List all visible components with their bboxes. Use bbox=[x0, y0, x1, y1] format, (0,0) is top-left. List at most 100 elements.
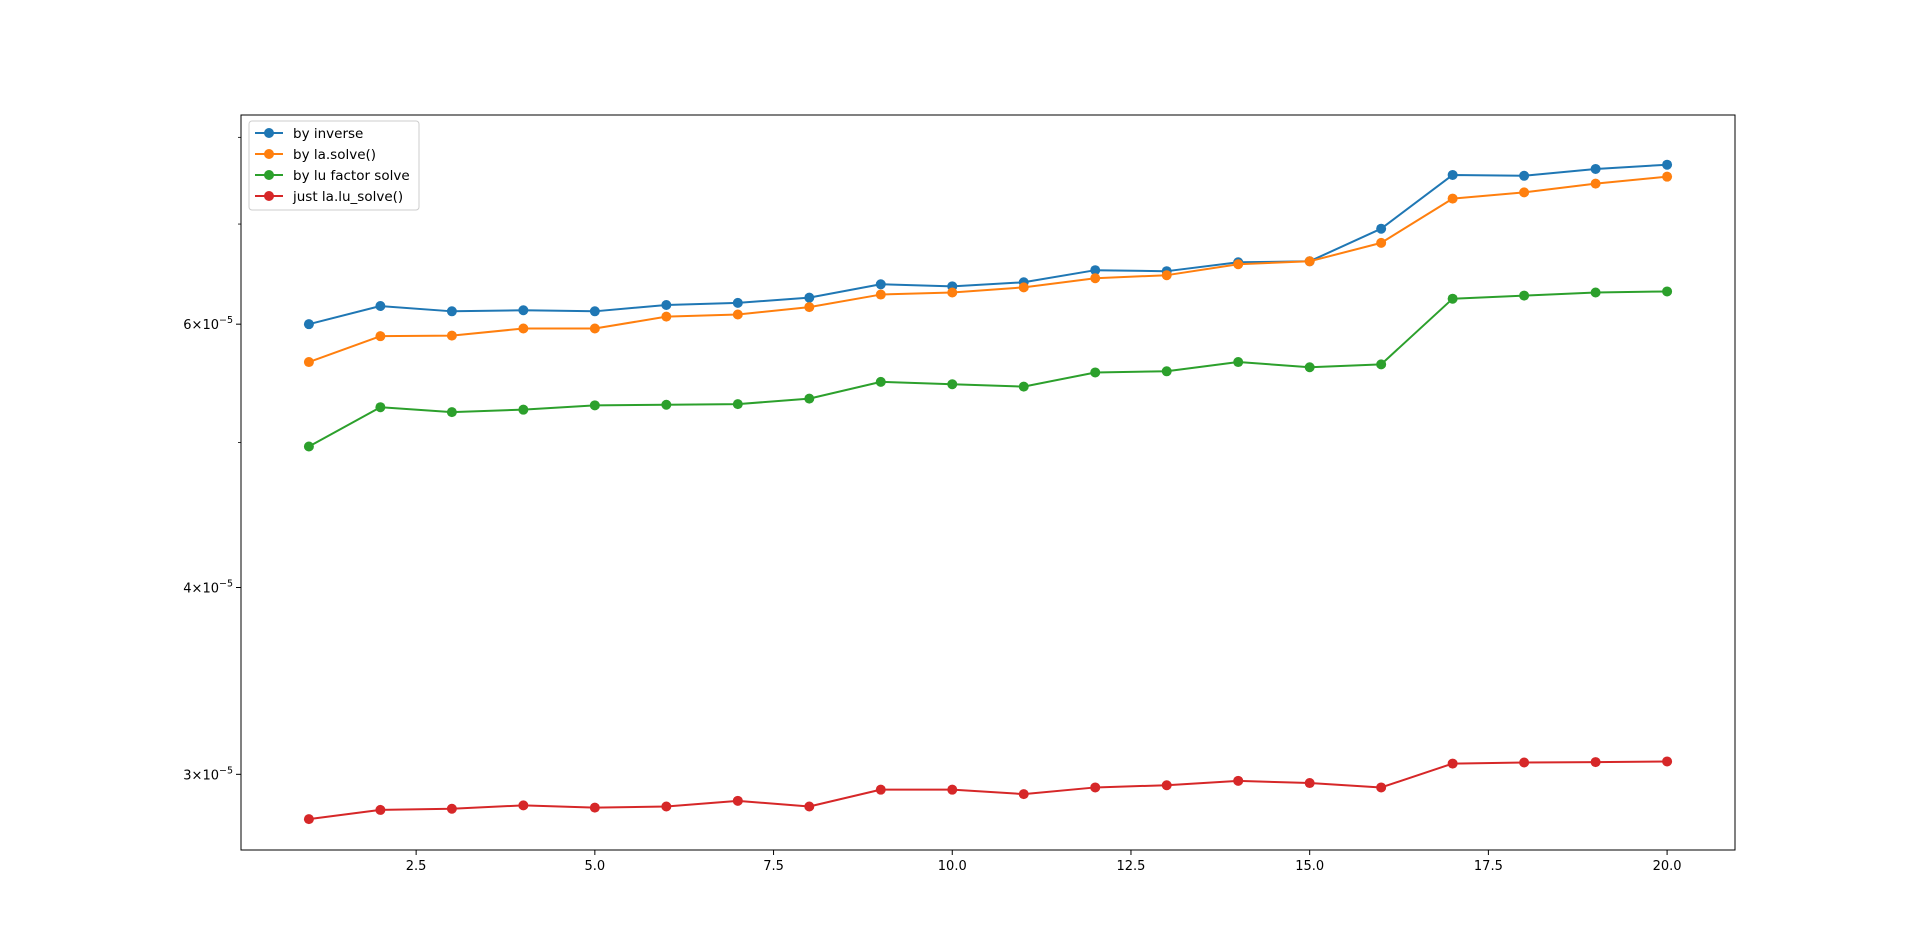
data-point bbox=[446, 330, 457, 341]
y-tick-mantissa: 6 bbox=[183, 318, 191, 333]
data-point bbox=[375, 301, 386, 312]
data-point bbox=[589, 306, 600, 317]
data-point bbox=[375, 804, 386, 815]
data-point bbox=[1018, 789, 1029, 800]
data-point bbox=[446, 306, 457, 317]
data-point bbox=[661, 299, 672, 310]
data-point bbox=[1161, 366, 1172, 377]
x-tick-label: 17.5 bbox=[1474, 859, 1503, 874]
legend-marker bbox=[264, 191, 274, 201]
x-tick-label: 7.5 bbox=[763, 859, 784, 874]
legend-item: by lu factor solve bbox=[255, 168, 410, 184]
data-point bbox=[1018, 381, 1029, 392]
series-layer bbox=[303, 159, 1673, 825]
data-point bbox=[589, 323, 600, 334]
data-point bbox=[947, 287, 958, 298]
legend-marker bbox=[264, 170, 274, 180]
data-point bbox=[303, 319, 314, 330]
data-point bbox=[1233, 259, 1244, 270]
y-tick-times: ×10 bbox=[192, 768, 219, 783]
data-point bbox=[1447, 293, 1458, 304]
legend-item: by inverse bbox=[255, 126, 363, 142]
data-point bbox=[1090, 265, 1101, 276]
data-point bbox=[732, 795, 743, 806]
data-point bbox=[1590, 287, 1601, 298]
data-point bbox=[804, 292, 815, 303]
data-point bbox=[1090, 782, 1101, 793]
data-point bbox=[446, 803, 457, 814]
y-tick-label: 6×10−5 bbox=[183, 315, 233, 333]
y-tick-exponent: −5 bbox=[219, 315, 233, 326]
data-point bbox=[1233, 775, 1244, 786]
data-point bbox=[1161, 270, 1172, 281]
data-point bbox=[1376, 223, 1387, 234]
data-point bbox=[1662, 286, 1673, 297]
data-point bbox=[1161, 780, 1172, 791]
data-point bbox=[518, 323, 529, 334]
legend-box bbox=[248, 120, 420, 211]
y-tick-mantissa: 4 bbox=[183, 581, 191, 596]
series-line bbox=[308, 163, 1668, 326]
x-tick-label: 12.5 bbox=[1116, 859, 1145, 874]
data-point bbox=[303, 441, 314, 452]
data-point bbox=[661, 311, 672, 322]
data-point bbox=[875, 289, 886, 300]
data-point bbox=[1519, 757, 1530, 768]
series-3 bbox=[303, 286, 1673, 452]
data-point bbox=[1519, 290, 1530, 301]
x-tick-label: 20.0 bbox=[1653, 859, 1682, 874]
data-point bbox=[375, 402, 386, 413]
data-point bbox=[661, 801, 672, 812]
y-tick-exponent: −5 bbox=[219, 765, 233, 776]
data-point bbox=[875, 784, 886, 795]
plot-area bbox=[241, 115, 1735, 850]
data-point bbox=[303, 357, 314, 368]
data-point bbox=[947, 379, 958, 390]
legend-label: by lu factor solve bbox=[293, 168, 410, 184]
y-tick-label: 4×10−5 bbox=[183, 578, 233, 596]
x-tick-label: 10.0 bbox=[938, 859, 967, 874]
data-point bbox=[875, 279, 886, 290]
data-point bbox=[1662, 756, 1673, 767]
legend: by inverse by la.solve() by lu factor solv… bbox=[248, 120, 420, 211]
x-tick-label: 2.5 bbox=[406, 859, 427, 874]
data-point bbox=[1590, 757, 1601, 768]
data-point bbox=[1447, 758, 1458, 769]
data-point bbox=[518, 404, 529, 415]
data-point bbox=[589, 802, 600, 813]
data-point bbox=[732, 399, 743, 410]
data-point bbox=[1662, 159, 1673, 170]
legend-item: just la.lu_solve() bbox=[255, 189, 403, 205]
legend-label: by inverse bbox=[293, 126, 363, 142]
data-point bbox=[661, 399, 672, 410]
series-line bbox=[308, 290, 1668, 448]
legend-item: by la.solve() bbox=[255, 147, 376, 163]
data-point bbox=[1519, 170, 1530, 181]
data-point bbox=[947, 784, 958, 795]
data-point bbox=[1018, 282, 1029, 293]
series-4 bbox=[303, 756, 1673, 825]
data-point bbox=[804, 801, 815, 812]
y-tick-times: ×10 bbox=[192, 581, 219, 596]
data-point bbox=[303, 814, 314, 825]
data-point bbox=[804, 302, 815, 313]
x-tick-label: 5.0 bbox=[584, 859, 605, 874]
data-point bbox=[1590, 178, 1601, 189]
data-point bbox=[732, 297, 743, 308]
plot-frame bbox=[240, 114, 1736, 851]
legend-marker bbox=[264, 149, 274, 159]
y-tick-label: 3×10−5 bbox=[183, 765, 233, 783]
data-point bbox=[446, 407, 457, 418]
data-point bbox=[1376, 782, 1387, 793]
legend-label: just la.lu_solve() bbox=[292, 189, 403, 205]
data-point bbox=[375, 331, 386, 342]
data-point bbox=[1662, 171, 1673, 182]
x-tick-label: 15.0 bbox=[1295, 859, 1324, 874]
plot-background bbox=[241, 115, 1735, 850]
series-line bbox=[308, 175, 1668, 363]
data-point bbox=[589, 400, 600, 411]
data-point bbox=[518, 800, 529, 811]
data-point bbox=[1447, 169, 1458, 180]
data-point bbox=[1447, 193, 1458, 204]
y-tick-exponent: −5 bbox=[219, 578, 233, 589]
